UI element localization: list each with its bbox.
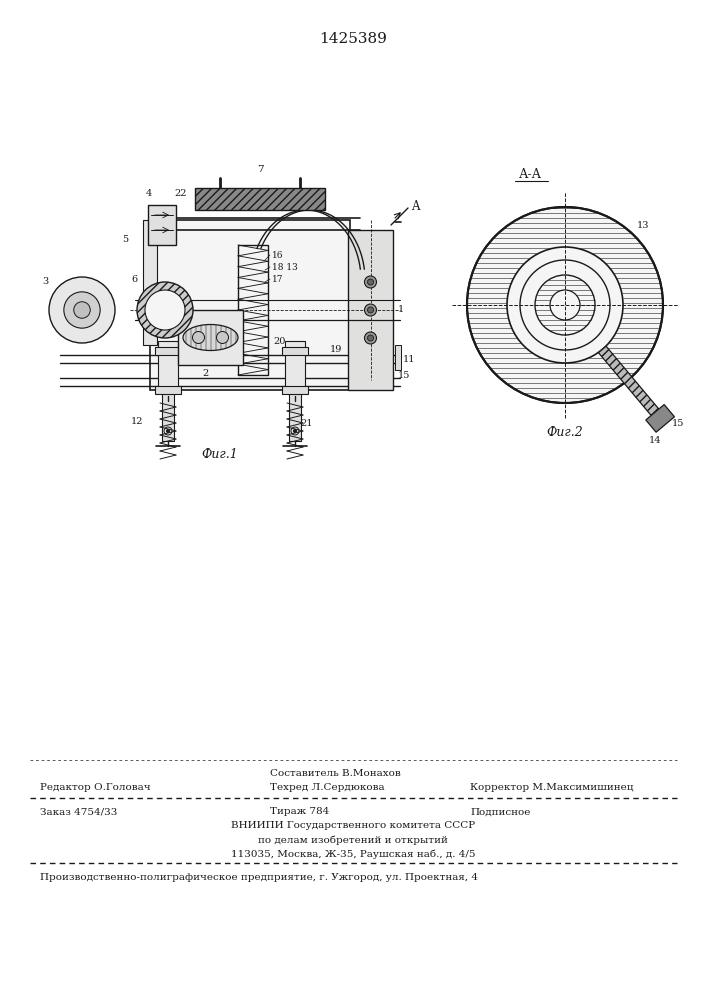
- Circle shape: [365, 332, 377, 344]
- Circle shape: [467, 207, 663, 403]
- Circle shape: [520, 260, 610, 350]
- Circle shape: [550, 290, 580, 320]
- Circle shape: [368, 335, 373, 341]
- Ellipse shape: [183, 324, 238, 351]
- Text: 22: 22: [174, 188, 187, 198]
- Bar: [195, 188, 325, 210]
- Text: 21: 21: [300, 418, 312, 428]
- Bar: [178, 310, 243, 365]
- Text: 5: 5: [122, 235, 128, 244]
- Text: 6: 6: [131, 275, 137, 284]
- Circle shape: [365, 304, 377, 316]
- Circle shape: [167, 430, 170, 432]
- Text: 1: 1: [398, 306, 404, 314]
- Text: 13: 13: [637, 221, 650, 230]
- Bar: [285, 341, 305, 391]
- Bar: [238, 245, 268, 375]
- Text: Заказ 4754/33: Заказ 4754/33: [40, 808, 117, 816]
- Text: 10: 10: [147, 336, 159, 346]
- Circle shape: [365, 276, 377, 288]
- Text: Фиг.2: Фиг.2: [547, 426, 583, 440]
- Text: 15: 15: [672, 419, 684, 428]
- Text: 113035, Москва, Ж-35, Раушская наб., д. 4/5: 113035, Москва, Ж-35, Раушская наб., д. …: [230, 849, 475, 859]
- Text: Фиг.1: Фиг.1: [201, 448, 238, 462]
- Bar: [150, 220, 350, 390]
- Text: Корректор М.Максимишинец: Корректор М.Максимишинец: [470, 784, 633, 792]
- Text: Техред Л.Сердюкова: Техред Л.Сердюкова: [270, 784, 385, 792]
- Text: 19: 19: [330, 346, 342, 355]
- Text: 14: 14: [649, 436, 661, 445]
- Text: 18 13: 18 13: [272, 262, 298, 271]
- Circle shape: [74, 302, 90, 318]
- Text: 9: 9: [170, 380, 176, 389]
- Text: 17: 17: [272, 274, 284, 284]
- Text: 3: 3: [42, 277, 48, 286]
- Bar: [348, 230, 393, 390]
- Text: 16: 16: [272, 250, 284, 259]
- Text: 1425389: 1425389: [319, 32, 387, 46]
- Text: Производственно-полиграфическое предприятие, г. Ужгород, ул. Проектная, 4: Производственно-полиграфическое предприя…: [40, 874, 478, 882]
- Bar: [155, 386, 181, 394]
- Text: А-А: А-А: [518, 168, 542, 182]
- Circle shape: [145, 290, 185, 330]
- Text: 15: 15: [398, 370, 410, 379]
- Text: Составитель В.Монахов: Составитель В.Монахов: [270, 770, 401, 778]
- Bar: [282, 347, 308, 355]
- Bar: [282, 386, 308, 394]
- Text: A: A: [411, 200, 419, 214]
- Text: ВНИИПИ Государственного комитета СССР: ВНИИПИ Государственного комитета СССР: [231, 822, 475, 830]
- Bar: [158, 341, 178, 391]
- Circle shape: [49, 277, 115, 343]
- Text: Редактор О.Головач: Редактор О.Головач: [40, 784, 151, 792]
- Text: Подписное: Подписное: [470, 808, 530, 816]
- Bar: [289, 381, 301, 441]
- Bar: [143, 220, 157, 345]
- Circle shape: [368, 279, 373, 285]
- Text: 20: 20: [274, 336, 286, 346]
- Bar: [162, 381, 174, 441]
- Text: 8: 8: [215, 198, 221, 208]
- Circle shape: [507, 247, 623, 363]
- Circle shape: [64, 292, 100, 328]
- Bar: [148, 205, 176, 245]
- Text: 12: 12: [131, 416, 143, 426]
- Circle shape: [368, 307, 373, 313]
- Circle shape: [192, 332, 204, 344]
- Text: 4: 4: [146, 188, 152, 198]
- Circle shape: [293, 430, 296, 432]
- Circle shape: [216, 332, 228, 344]
- Text: Тираж 784: Тираж 784: [270, 808, 329, 816]
- Bar: [155, 347, 181, 355]
- Circle shape: [137, 282, 193, 338]
- Text: по делам изобретений и открытий: по делам изобретений и открытий: [258, 835, 448, 845]
- Text: 2: 2: [202, 368, 209, 377]
- Bar: [395, 345, 401, 370]
- Polygon shape: [645, 405, 674, 432]
- Polygon shape: [598, 346, 664, 422]
- Text: 7: 7: [257, 165, 263, 174]
- Text: 11: 11: [403, 355, 416, 363]
